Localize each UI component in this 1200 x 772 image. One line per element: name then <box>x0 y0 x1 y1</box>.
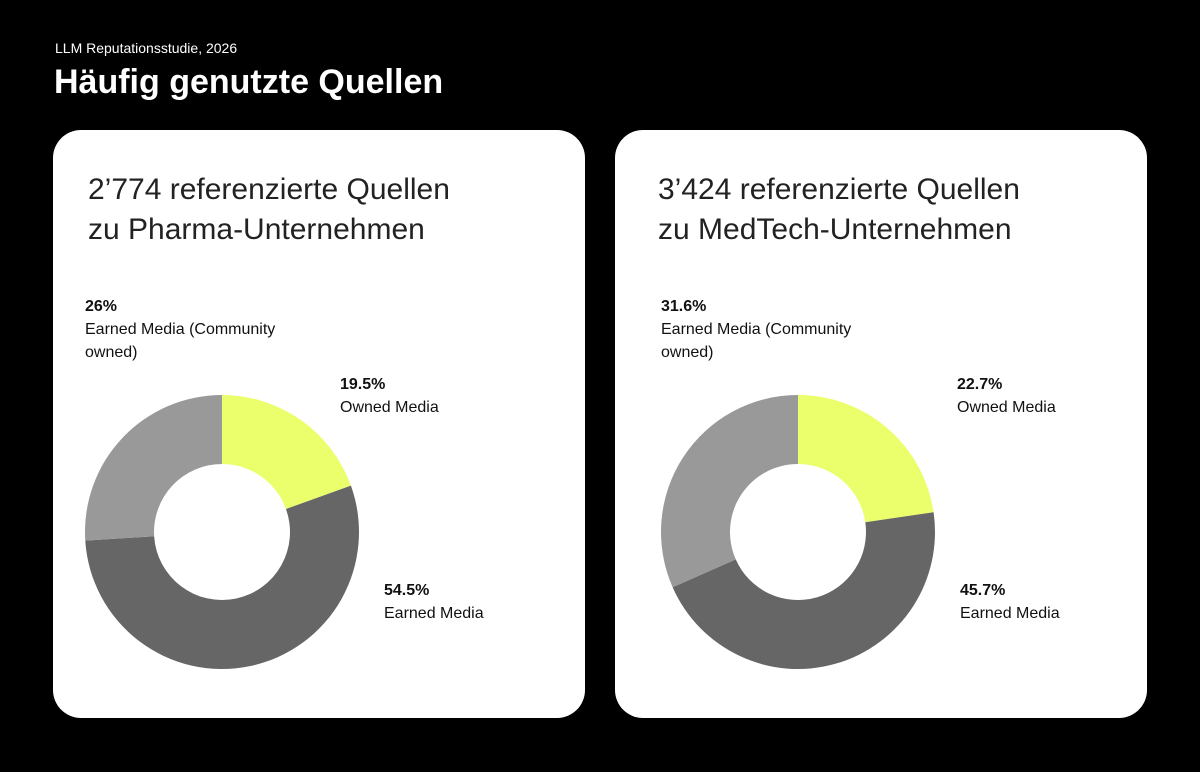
category-label: Earned Media (Community owned) <box>85 321 276 361</box>
chart-card: 2’774 referenzierte Quellen zu Pharma-Unt… <box>53 130 585 718</box>
slice-label: 22.7% Owned Media <box>957 373 1157 419</box>
donut-slice <box>222 395 351 509</box>
donut-chart <box>661 395 935 669</box>
slice-label: 54.5% Earned Media <box>384 579 584 625</box>
donut-slice <box>85 395 222 541</box>
donut-chart <box>85 395 360 670</box>
page-subtitle: LLM Reputationsstudie, 2026 <box>55 40 238 56</box>
chart-title: 2’774 referenzierte Quellen zu Pharma-Unt… <box>88 170 450 250</box>
category-label: Earned Media <box>960 605 1060 622</box>
chart-title-line: 2’774 referenzierte Quellen <box>88 173 450 206</box>
slice-label: 31.6% Earned Media (Community owned) <box>661 295 861 364</box>
value-label: 45.7% <box>960 582 1006 599</box>
donut-slice <box>798 395 934 523</box>
slice-label: 19.5% Owned Media <box>340 373 540 419</box>
donut-slice <box>85 485 360 670</box>
chart-title-line: 3’424 referenzierte Quellen <box>658 173 1020 206</box>
donut-slice <box>672 512 935 669</box>
slice-label: 26% Earned Media (Community owned) <box>85 295 285 364</box>
value-label: 19.5% <box>340 376 386 393</box>
category-label: Owned Media <box>340 399 439 416</box>
slice-label: 45.7% Earned Media <box>960 579 1160 625</box>
value-label: 31.6% <box>661 298 707 315</box>
category-label: Earned Media (Community owned) <box>661 321 852 361</box>
value-label: 22.7% <box>957 376 1003 393</box>
chart-title: 3’424 referenzierte Quellen zu MedTech-Un… <box>658 170 1020 250</box>
chart-title-line: zu Pharma-Unternehmen <box>88 213 425 246</box>
chart-card: 3’424 referenzierte Quellen zu MedTech-Un… <box>615 130 1147 718</box>
value-label: 26% <box>85 298 118 315</box>
category-label: Earned Media <box>384 605 484 622</box>
donut-slice <box>661 395 798 588</box>
value-label: 54.5% <box>384 582 430 599</box>
page-title: Häufig genutzte Quellen <box>54 63 444 101</box>
chart-title-line: zu MedTech-Unternehmen <box>658 213 1012 246</box>
category-label: Owned Media <box>957 399 1056 416</box>
